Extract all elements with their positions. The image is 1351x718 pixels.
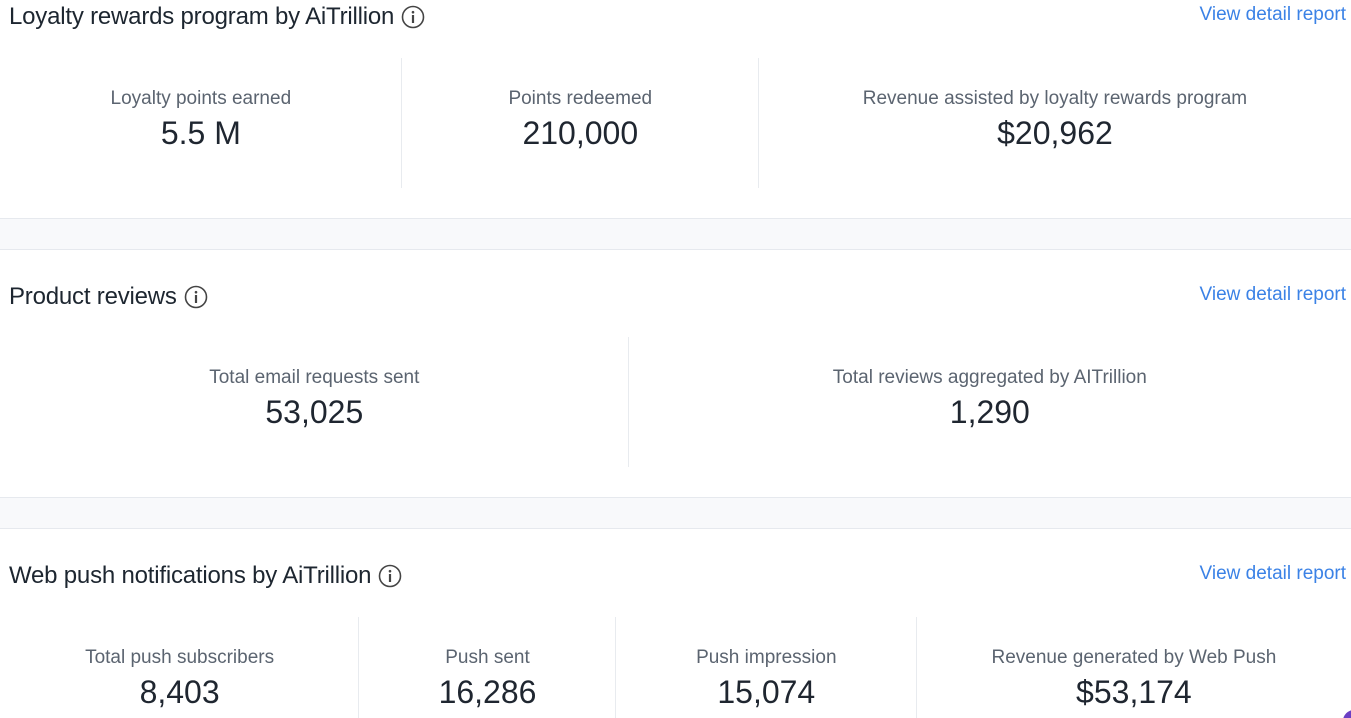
metric-label: Loyalty points earned <box>110 88 292 109</box>
metric-value: 210,000 <box>522 115 639 151</box>
section-spacer <box>0 218 1351 250</box>
metric-label: Revenue generated by Web Push <box>991 647 1277 668</box>
metric-total-reviews-aggregated: Total reviews aggregated by AITrillion 1… <box>629 337 1351 467</box>
product-reviews-title: Product reviews <box>9 283 177 310</box>
metric-loyalty-points-earned: Loyalty points earned 5.5 M <box>0 58 402 188</box>
product-reviews-metrics: Total email requests sent 53,025 Total r… <box>0 337 1351 467</box>
metric-value: 8,403 <box>139 674 220 710</box>
metric-push-impression: Push impression 15,074 <box>616 617 917 718</box>
loyalty-metrics: Loyalty points earned 5.5 M Points redee… <box>0 58 1351 188</box>
metric-value: 16,286 <box>438 674 537 710</box>
metric-label: Push impression <box>696 647 837 668</box>
view-detail-report-link[interactable]: View detail report <box>1199 284 1346 305</box>
view-detail-report-link[interactable]: View detail report <box>1199 563 1346 584</box>
metric-total-email-requests: Total email requests sent 53,025 <box>0 337 629 467</box>
loyalty-section-title: Loyalty rewards program by AiTrillion <box>9 3 395 30</box>
web-push-section: Web push notifications by AiTrillion Vie… <box>0 559 1351 718</box>
web-push-title: Web push notifications by AiTrillion <box>9 562 372 589</box>
metric-total-push-subscribers: Total push subscribers 8,403 <box>0 617 360 718</box>
metric-revenue-assisted: Revenue assisted by loyalty rewards prog… <box>759 58 1351 188</box>
metric-label: Points redeemed <box>508 88 653 109</box>
metric-label: Push sent <box>445 647 530 668</box>
loyalty-section: Loyalty rewards program by AiTrillion Vi… <box>0 0 1351 218</box>
metric-value: 1,290 <box>949 394 1030 430</box>
metric-label: Revenue assisted by loyalty rewards prog… <box>862 88 1248 109</box>
web-push-header: Web push notifications by AiTrillion <box>9 559 402 593</box>
metric-push-sent: Push sent 16,286 <box>359 617 616 718</box>
product-reviews-section: Product reviews View detail report Total… <box>0 280 1351 497</box>
chat-widget-button[interactable] <box>1343 710 1351 718</box>
metric-value: $20,962 <box>997 115 1113 151</box>
metric-label: Total reviews aggregated by AITrillion <box>832 367 1147 388</box>
product-reviews-header: Product reviews <box>9 280 208 314</box>
info-icon[interactable] <box>378 564 402 588</box>
metric-label: Total email requests sent <box>209 367 420 388</box>
metric-revenue-web-push: Revenue generated by Web Push $53,174 <box>917 617 1351 718</box>
loyalty-section-header: Loyalty rewards program by AiTrillion <box>9 0 425 34</box>
info-icon[interactable] <box>401 5 425 29</box>
metric-value: 5.5 M <box>160 115 241 151</box>
metric-label: Total push subscribers <box>85 647 275 668</box>
metric-value: 53,025 <box>265 394 364 430</box>
view-detail-report-link[interactable]: View detail report <box>1199 4 1346 25</box>
metric-value: 15,074 <box>717 674 816 710</box>
info-icon[interactable] <box>184 285 208 309</box>
web-push-metrics: Total push subscribers 8,403 Push sent 1… <box>0 617 1351 718</box>
metric-points-redeemed: Points redeemed 210,000 <box>402 58 760 188</box>
section-spacer <box>0 497 1351 529</box>
metric-value: $53,174 <box>1076 674 1192 710</box>
